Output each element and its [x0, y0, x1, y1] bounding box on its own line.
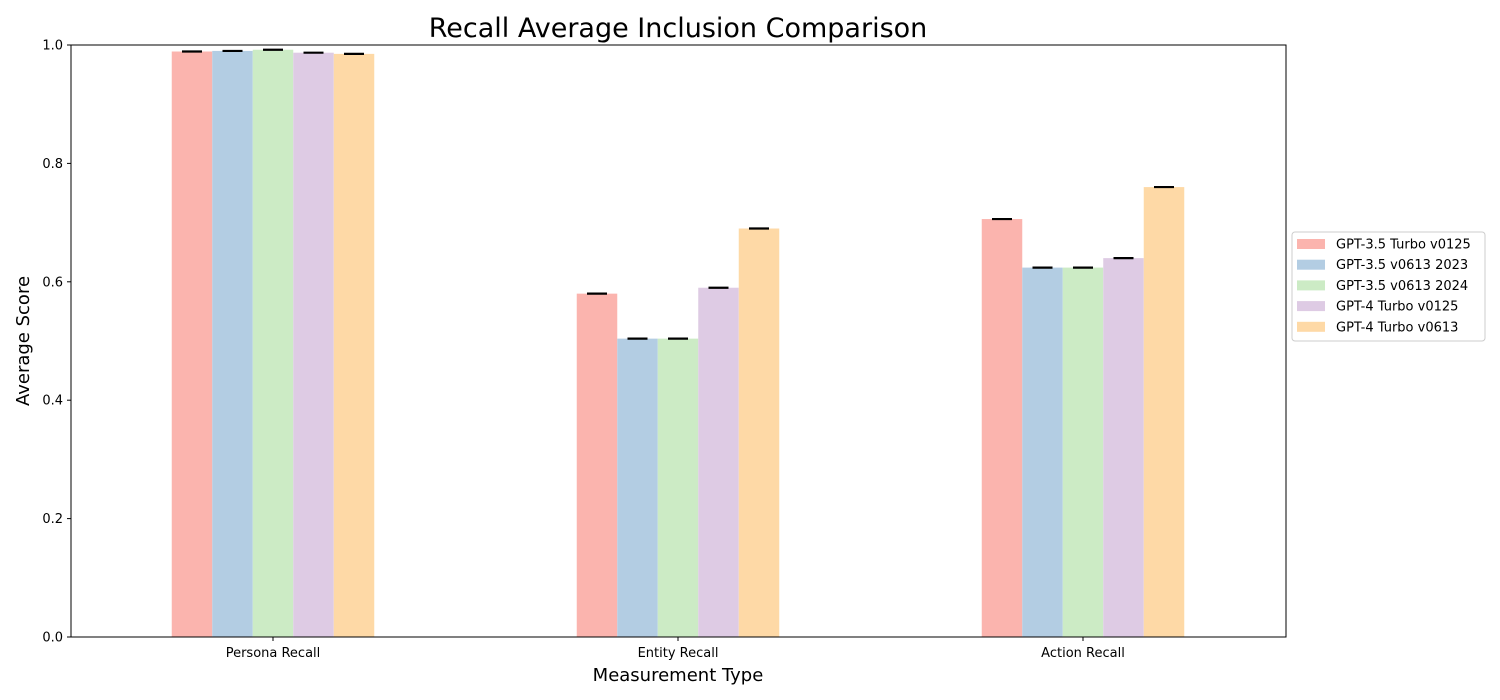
- legend-label: GPT-4 Turbo v0613: [1336, 320, 1458, 335]
- legend-label: GPT-3.5 Turbo v0125: [1336, 238, 1471, 253]
- bar: [738, 228, 780, 637]
- y-tick-label: 1.0: [42, 39, 63, 54]
- bar: [698, 287, 739, 637]
- y-tick-label: 0.4: [42, 394, 63, 409]
- legend-swatch: [1297, 321, 1325, 332]
- bar: [1143, 187, 1185, 637]
- bar: [252, 49, 294, 637]
- chart-title: Recall Average Inclusion Comparison: [429, 13, 928, 44]
- x-tick-label: Action Recall: [1041, 646, 1125, 661]
- y-tick-label: 0.2: [42, 512, 63, 527]
- bar: [293, 52, 334, 638]
- bar: [333, 53, 375, 637]
- x-axis: Persona Recall Entity Recall Action Recall: [226, 637, 1125, 661]
- bar: [171, 51, 213, 637]
- bar: [1103, 258, 1144, 637]
- legend-swatch: [1297, 239, 1325, 249]
- x-axis-label: Measurement Type: [593, 665, 764, 686]
- legend-swatch: [1297, 280, 1325, 291]
- y-axis-label: Average Score: [13, 276, 34, 406]
- bar: [657, 338, 699, 637]
- bars-layer: [171, 49, 1185, 638]
- legend-label: GPT-3.5 v0613 2023: [1336, 258, 1468, 273]
- bar: [617, 338, 658, 637]
- y-tick-label: 0.8: [42, 157, 63, 172]
- bar: [1062, 267, 1104, 637]
- error-bars-layer: [182, 48, 1174, 340]
- y-tick-label: 0.0: [42, 631, 63, 646]
- x-tick-label: Entity Recall: [638, 646, 719, 661]
- bar: [212, 50, 253, 638]
- legend-swatch: [1297, 259, 1325, 270]
- x-tick-label: Persona Recall: [226, 646, 321, 661]
- y-tick-label: 0.6: [42, 275, 63, 290]
- legend-swatch: [1297, 301, 1325, 312]
- bar: [981, 219, 1023, 637]
- legend-label: GPT-4 Turbo v0125: [1336, 300, 1458, 315]
- legend: GPT-3.5 Turbo v0125 GPT-3.5 v0613 2023 GPT…: [1291, 231, 1486, 342]
- y-axis: 0.0 0.2 0.4 0.6 0.8 1.0: [42, 39, 71, 646]
- legend-frame: [1291, 231, 1486, 342]
- bar: [1022, 267, 1063, 637]
- legend-label: GPT-3.5 v0613 2024: [1336, 279, 1468, 294]
- bar: [576, 293, 618, 637]
